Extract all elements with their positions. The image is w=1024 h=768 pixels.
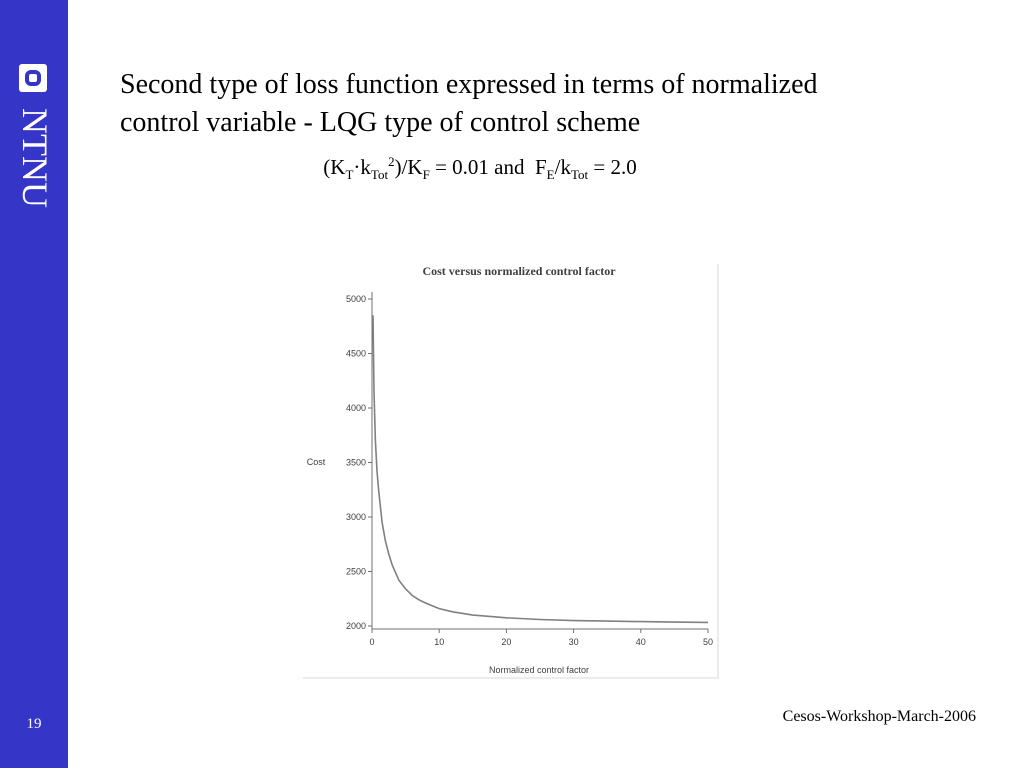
- y-ticks: 2000 2500 3000 3500 4000 4500 5000: [346, 294, 372, 631]
- x-tick-label: 10: [434, 637, 444, 647]
- y-tick-label: 2500: [346, 567, 366, 577]
- y-tick-label: 3000: [346, 512, 366, 522]
- x-axis-label: Normalized control factor: [489, 665, 589, 675]
- formula-sub: F: [422, 167, 430, 183]
- formula-sub: Tot: [370, 167, 389, 183]
- slide-title-line-1: Second type of loss function expressed i…: [120, 69, 818, 100]
- formula-sup: 2: [388, 154, 395, 169]
- formula-part: (K: [323, 155, 346, 179]
- slide-title-line-2: control variable - LQG type of control s…: [120, 107, 641, 138]
- y-axis-label: Cost: [307, 457, 326, 467]
- x-tick-label: 40: [636, 637, 646, 647]
- x-tick-label: 20: [501, 637, 511, 647]
- footer-text: Cesos-Workshop-March-2006: [782, 708, 976, 725]
- formula-part: = 0.01 and F: [429, 155, 547, 179]
- brand-text: NTNU: [17, 108, 49, 208]
- formula-part: )/K: [394, 155, 423, 179]
- formula-sub: Tot: [570, 167, 589, 183]
- cost-chart: Cost versus normalized control factor Co…: [303, 262, 719, 680]
- formula-part: = 2.0: [588, 155, 637, 179]
- slide-title: Second type of loss function expressed i…: [120, 66, 1000, 142]
- formula-part: ·k: [353, 155, 371, 179]
- chart-title: Cost versus normalized control factor: [422, 264, 616, 278]
- y-tick-label: 4500: [346, 349, 366, 359]
- sidebar: NTNU 19: [0, 0, 68, 768]
- x-ticks: 0 10 20 30 40 50: [369, 629, 713, 647]
- slide-number: 19: [26, 716, 42, 732]
- x-tick-label: 0: [369, 637, 374, 647]
- ntnu-logo-icon: [19, 64, 47, 92]
- formula: (KT·kTot2)/KF = 0.01 and FE/kTot = 2.0: [120, 154, 840, 183]
- formula-sub: E: [546, 167, 555, 183]
- cost-series-line: [372, 315, 709, 624]
- formula-sub: T: [345, 167, 354, 183]
- formula-part: /k: [554, 155, 571, 179]
- y-tick-label: 3500: [346, 458, 366, 468]
- x-tick-label: 30: [569, 637, 579, 647]
- ntnu-brand: NTNU: [17, 108, 49, 208]
- y-tick-label: 4000: [346, 403, 366, 413]
- y-tick-label: 5000: [346, 294, 366, 304]
- x-tick-label: 50: [703, 637, 713, 647]
- y-tick-label: 2000: [346, 621, 366, 631]
